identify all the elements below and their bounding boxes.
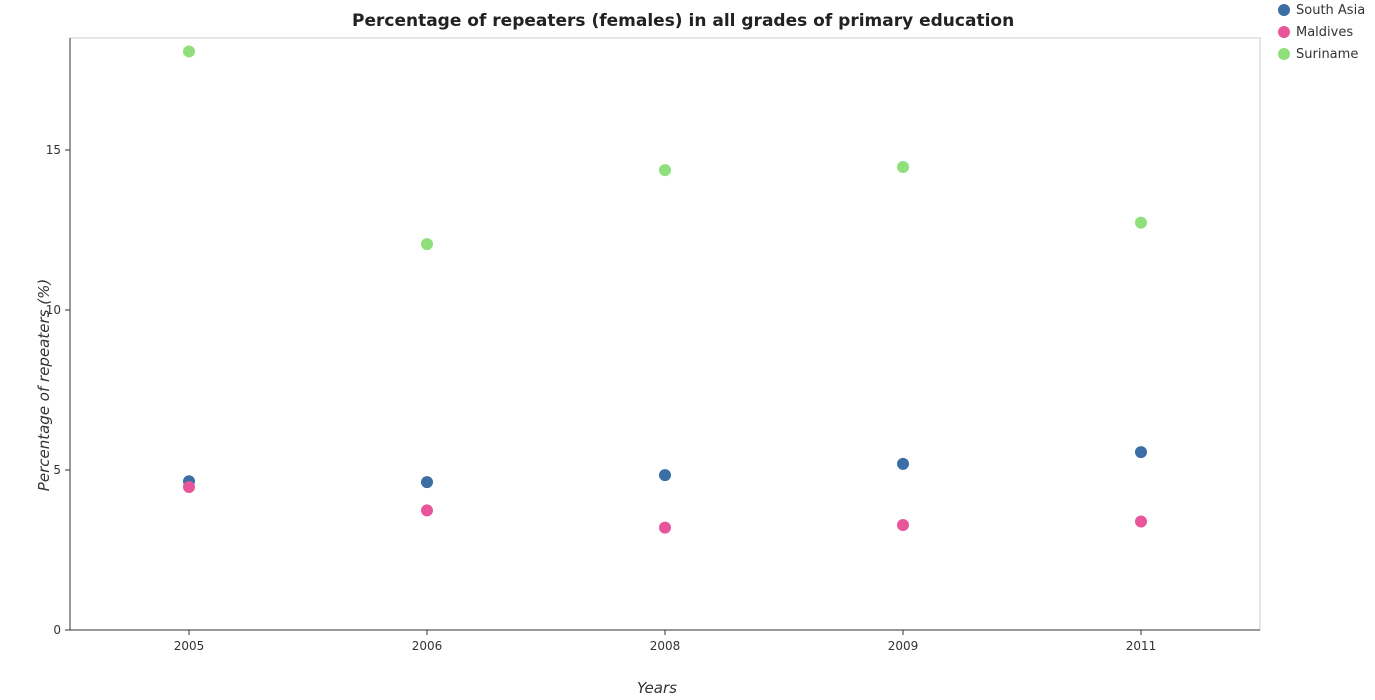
- x-tick-label: 2006: [412, 639, 443, 653]
- x-tick-label: 2011: [1126, 639, 1157, 653]
- y-tick-label: 15: [46, 143, 61, 157]
- legend: South Asia Maldives Suriname: [1278, 3, 1365, 62]
- legend-label: Maldives: [1296, 25, 1353, 40]
- data-point: [897, 519, 909, 532]
- data-point: [183, 45, 195, 58]
- series-suriname: [183, 45, 1147, 251]
- x-tick-label: 2008: [650, 639, 681, 653]
- data-point: [421, 238, 433, 251]
- data-point: [897, 160, 909, 173]
- data-point: [1135, 515, 1147, 528]
- ticks: 2005 2006 2008 2009 2011 0 5 10 15: [46, 143, 1157, 653]
- legend-marker: [1278, 4, 1290, 16]
- legend-label: Suriname: [1296, 47, 1358, 62]
- series-south-asia: [183, 446, 1147, 489]
- data-points: [183, 45, 1147, 534]
- x-axis-label: Years: [637, 679, 677, 697]
- data-point: [897, 457, 909, 470]
- data-point: [659, 469, 671, 482]
- x-tick-label: 2005: [174, 639, 205, 653]
- y-tick-label: 10: [46, 303, 61, 317]
- data-point: [1135, 216, 1147, 229]
- data-point: [659, 164, 671, 177]
- legend-label: South Asia: [1296, 3, 1365, 18]
- legend-marker: [1278, 48, 1290, 60]
- data-point: [1135, 446, 1147, 459]
- data-point: [183, 480, 195, 493]
- series-maldives: [183, 480, 1147, 534]
- y-axis-label: Percentage of repeaters (%): [35, 279, 53, 491]
- axes: [69, 37, 1261, 631]
- chart-title: Percentage of repeaters (females) in all…: [352, 11, 1014, 31]
- y-tick-label: 0: [53, 623, 61, 637]
- y-tick-label: 5: [53, 463, 61, 477]
- data-point: [659, 521, 671, 534]
- plot-frame: [69, 37, 1261, 631]
- data-point: [421, 476, 433, 489]
- legend-marker: [1278, 26, 1290, 38]
- data-point: [421, 504, 433, 517]
- x-tick-label: 2009: [888, 639, 919, 653]
